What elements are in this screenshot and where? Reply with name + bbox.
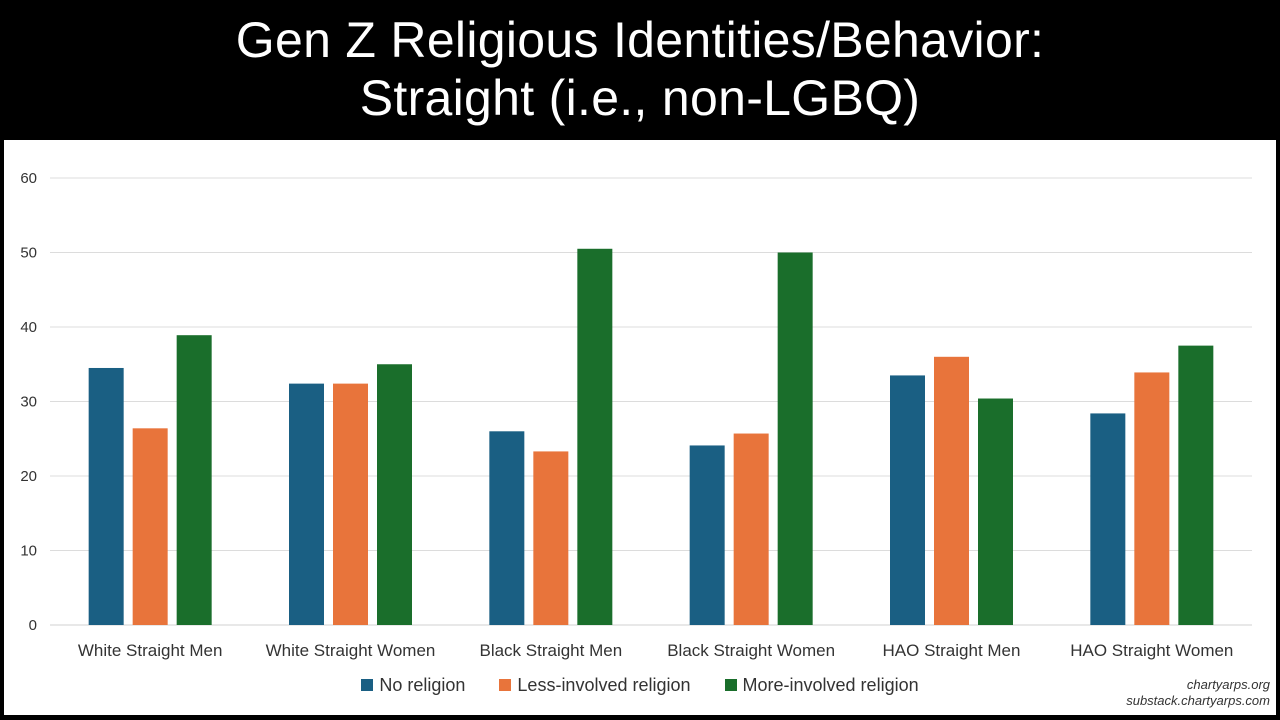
bar-less-involved-religion (333, 383, 368, 625)
bar-no-religion (890, 375, 925, 625)
y-tick-label: 30 (20, 394, 37, 411)
bar-more-involved-religion (176, 335, 212, 625)
x-category-label: HAO Straight Women (1070, 641, 1233, 660)
y-tick-label: 40 (20, 319, 37, 336)
x-category-label: White Straight Women (266, 641, 436, 660)
bar-more-involved-religion (377, 364, 412, 625)
credit: chartyarps.org substack.chartyarps.com (1126, 677, 1270, 709)
legend-swatch-no-religion (361, 679, 374, 691)
y-tick-label: 10 (20, 543, 37, 560)
legend-label-less-involved: Less-involved religion (517, 674, 691, 695)
legend-label-more-involved: More-involved religion (742, 674, 919, 695)
credit-site: chartyarps.org (1186, 677, 1270, 692)
chart-title-line-1: Gen Z Religious Identities/Behavior: (235, 12, 1045, 68)
bar-less-involved-religion (733, 433, 769, 625)
legend-item-no-religion: No religion (361, 675, 465, 696)
y-tick-label: 20 (20, 468, 37, 485)
chart-title-line-2: Straight (i.e., non-LGBQ) (359, 70, 921, 126)
bar-more-involved-religion (1178, 345, 1214, 625)
x-category-label: Black Straight Men (479, 641, 622, 660)
credit-substack: substack.chartyarps.com (1126, 693, 1270, 708)
bar-more-involved-religion (777, 252, 813, 625)
x-category-label: Black Straight Women (667, 641, 835, 660)
y-tick-label: 0 (29, 617, 37, 634)
bar-less-involved-religion (533, 451, 569, 625)
bar-no-religion (489, 431, 525, 625)
legend-label-no-religion: No religion (379, 674, 466, 695)
bar-no-religion (289, 383, 324, 625)
bar-more-involved-religion (978, 398, 1013, 625)
legend: No religion Less-involved religion More-… (4, 673, 1276, 697)
legend-swatch-less-involved (499, 679, 512, 691)
bar-less-involved-religion (934, 356, 969, 625)
bar-more-involved-religion (577, 248, 613, 625)
y-tick-label: 50 (20, 245, 37, 262)
bar-no-religion (1090, 413, 1126, 625)
legend-item-less-involved: Less-involved religion (499, 674, 691, 696)
x-category-label: White Straight Men (78, 641, 223, 660)
bar-no-religion (689, 445, 725, 625)
legend-item-more-involved: More-involved religion (724, 674, 919, 696)
chart-panel: 0 10 20 30 40 50 60 White Straight Men White Str… (4, 140, 1276, 715)
bar-less-involved-religion (132, 428, 168, 625)
title-area: Gen Z Religious Identities/Behavior: Str… (0, 0, 1280, 138)
legend-swatch-more-involved (724, 679, 737, 691)
bar-less-involved-religion (1134, 372, 1170, 625)
bar-chart: 0 10 20 30 40 50 60 White Straight Men White Str… (20, 170, 1252, 660)
y-tick-label: 60 (20, 170, 37, 187)
x-category-label: HAO Straight Men (883, 641, 1021, 660)
bar-no-religion (88, 367, 124, 625)
